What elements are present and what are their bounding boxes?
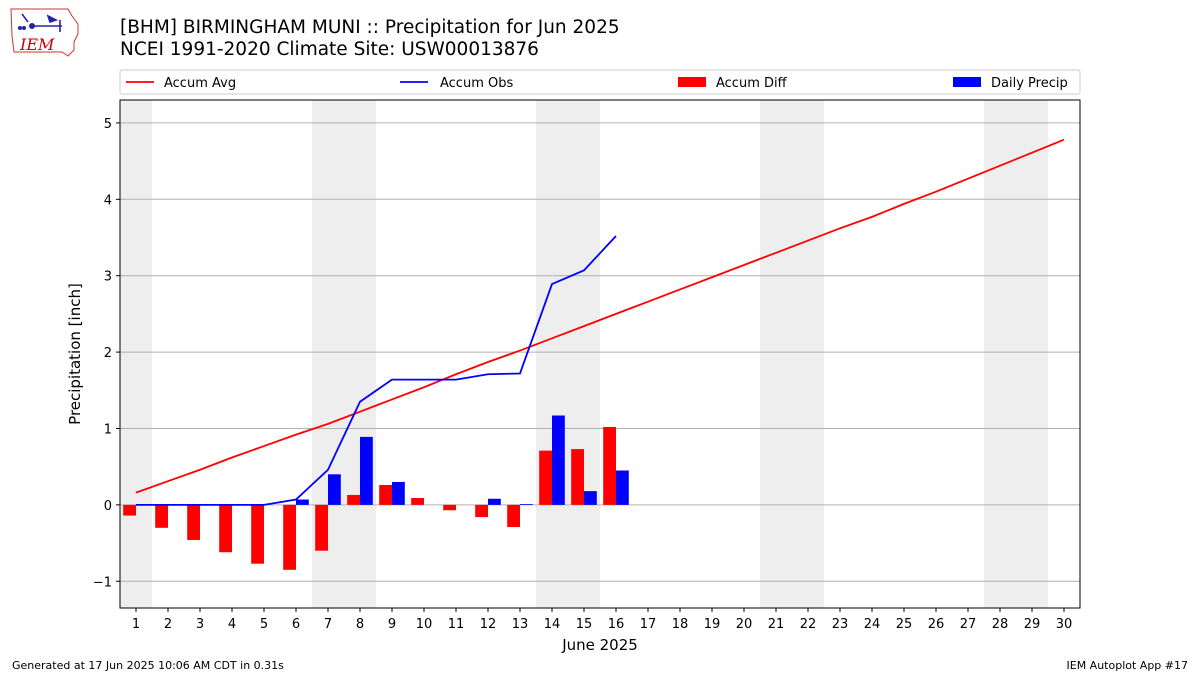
iem-logo: IEM bbox=[10, 8, 79, 57]
x-tick-label-7: 7 bbox=[324, 617, 332, 632]
weekend-band-5 bbox=[984, 100, 1048, 608]
x-tick-label-27: 27 bbox=[960, 617, 977, 632]
accum-diff-bar-16 bbox=[603, 426, 616, 505]
x-tick-label-4: 4 bbox=[228, 617, 236, 632]
accum-diff-bar-9 bbox=[379, 485, 392, 505]
accum-diff-bar-10 bbox=[411, 497, 424, 505]
y-axis-label: Precipitation [inch] bbox=[66, 283, 84, 425]
accum-diff-bar-7 bbox=[315, 504, 328, 551]
x-tick-label-18: 18 bbox=[672, 617, 689, 632]
y-tick-label-4: 4 bbox=[104, 193, 112, 208]
x-tick-label-6: 6 bbox=[292, 617, 300, 632]
footer-generated-text: Generated at 17 Jun 2025 10:06 AM CDT in… bbox=[12, 659, 284, 672]
x-tick-label-21: 21 bbox=[768, 617, 785, 632]
daily-precip-bar-8 bbox=[360, 436, 373, 505]
x-tick-label-1: 1 bbox=[132, 617, 140, 632]
x-tick-label-8: 8 bbox=[356, 617, 364, 632]
x-tick-label-10: 10 bbox=[416, 617, 433, 632]
daily-precip-bar-7 bbox=[328, 474, 341, 505]
daily-precip-bar-6 bbox=[296, 499, 309, 505]
x-tick-label-17: 17 bbox=[640, 617, 657, 632]
x-tick-label-26: 26 bbox=[928, 617, 945, 632]
x-tick-label-16: 16 bbox=[608, 617, 625, 632]
legend: Accum Avg Accum Obs Accum Diff Daily Precip bbox=[119, 69, 1081, 95]
accum-obs-line bbox=[136, 235, 617, 506]
plot-frame bbox=[119, 99, 1081, 609]
x-tick-label-28: 28 bbox=[992, 617, 1009, 632]
legend-label-accum-avg: Accum Avg bbox=[164, 76, 236, 91]
accum-diff-bar-15 bbox=[571, 449, 584, 505]
accum-diff-bar-8 bbox=[347, 494, 360, 505]
daily-precip-bar-16 bbox=[616, 470, 629, 505]
x-tick-label-22: 22 bbox=[800, 617, 817, 632]
x-tick-label-11: 11 bbox=[448, 617, 465, 632]
weekend-band-4 bbox=[760, 100, 824, 608]
accum-diff-bar-3 bbox=[187, 504, 200, 541]
y-tick-label-3: 3 bbox=[104, 270, 112, 285]
legend-swatch-daily-precip bbox=[953, 77, 981, 87]
x-tick-label-15: 15 bbox=[576, 617, 593, 632]
accum-diff-bar-6 bbox=[283, 504, 296, 570]
y-tick-label--1: −1 bbox=[93, 575, 112, 590]
x-tick-label-20: 20 bbox=[736, 617, 753, 632]
footer-app-text: IEM Autoplot App #17 bbox=[1066, 659, 1189, 672]
accum-diff-bar-4 bbox=[219, 504, 232, 553]
x-tick-label-9: 9 bbox=[388, 617, 396, 632]
y-tick-label-1: 1 bbox=[104, 422, 112, 437]
legend-box bbox=[119, 69, 1081, 95]
accum-diff-bar-1 bbox=[123, 504, 136, 516]
x-tick-label-29: 29 bbox=[1024, 617, 1041, 632]
iowa-state-outline bbox=[10, 8, 79, 57]
weekend-band-1 bbox=[120, 100, 152, 608]
chart-title: [BHM] BIRMINGHAM MUNI :: Precipitation f… bbox=[120, 17, 620, 38]
accum-diff-bar-5 bbox=[251, 504, 264, 564]
daily-precip-bar-14 bbox=[552, 415, 565, 505]
x-tick-label-30: 30 bbox=[1056, 617, 1073, 632]
y-gridlines bbox=[120, 122, 1080, 582]
bar-series bbox=[123, 415, 629, 570]
x-tick-label-24: 24 bbox=[864, 617, 881, 632]
axis-ticks: 1 2 3 4 5 6 7 8 9 10 11 12 13 14 15 16 17 18 19 20 21 22 23 24 2… bbox=[93, 117, 1072, 632]
weekend-band-3 bbox=[536, 100, 600, 608]
legend-label-accum-obs: Accum Obs bbox=[440, 76, 513, 91]
weather-station-icon bbox=[18, 13, 62, 32]
y-tick-label-2: 2 bbox=[104, 346, 112, 361]
x-tick-label-23: 23 bbox=[832, 617, 849, 632]
line-series bbox=[135, 138, 1065, 506]
accum-avg-line bbox=[135, 138, 1065, 494]
x-tick-label-2: 2 bbox=[164, 617, 172, 632]
x-tick-label-5: 5 bbox=[260, 617, 268, 632]
daily-precip-bar-13 bbox=[520, 504, 533, 505]
logo-text: IEM bbox=[19, 35, 55, 54]
accum-diff-bar-12 bbox=[475, 504, 488, 518]
legend-label-accum-diff: Accum Diff bbox=[716, 76, 788, 91]
chart-subtitle: NCEI 1991-2020 Climate Site: USW00013876 bbox=[120, 39, 539, 60]
daily-precip-bar-12 bbox=[488, 498, 501, 505]
legend-swatch-accum-diff bbox=[678, 77, 706, 87]
x-tick-label-25: 25 bbox=[896, 617, 913, 632]
x-tick-label-14: 14 bbox=[544, 617, 561, 632]
accum-diff-bar-11 bbox=[443, 504, 456, 511]
accum-diff-bar-14 bbox=[539, 450, 552, 505]
x-tick-label-19: 19 bbox=[704, 617, 721, 632]
accum-diff-bar-2 bbox=[155, 504, 168, 528]
weekend-shading bbox=[120, 100, 1048, 608]
daily-precip-bar-15 bbox=[584, 491, 597, 505]
y-tick-label-0: 0 bbox=[104, 499, 112, 514]
x-axis-label: June 2025 bbox=[561, 636, 638, 654]
legend-label-daily-precip: Daily Precip bbox=[991, 76, 1068, 91]
daily-precip-bar-9 bbox=[392, 481, 405, 505]
x-tick-label-3: 3 bbox=[196, 617, 204, 632]
accum-diff-bar-13 bbox=[507, 504, 520, 528]
x-tick-label-13: 13 bbox=[512, 617, 529, 632]
x-tick-label-12: 12 bbox=[480, 617, 497, 632]
y-tick-label-5: 5 bbox=[104, 117, 112, 132]
